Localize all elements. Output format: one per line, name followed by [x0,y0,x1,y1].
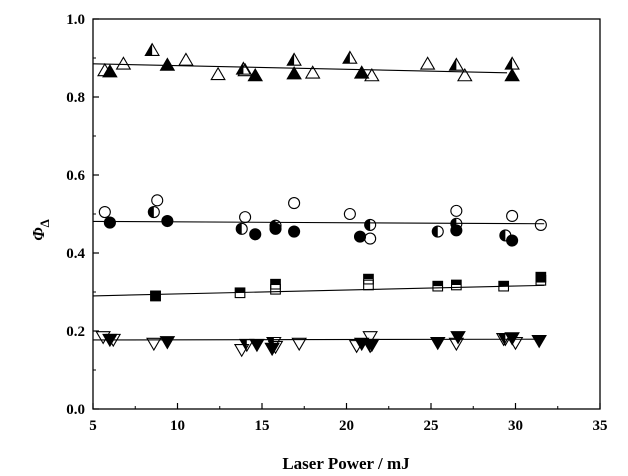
data-point-triangle-up-filled [247,67,264,82]
data-point-triangle-up-half [504,56,520,70]
data-point-triangle-down-filled [531,334,547,349]
data-point-circle-half [235,222,248,235]
y-axis-symbol: Φ [29,227,48,241]
data-point-square-half [234,287,246,299]
data-point-triangle-up-open [304,65,321,79]
y-axis-title: ΦΔ [29,219,52,241]
data-point-circle-filled [249,228,262,241]
ticks-layer: 5 10 15 20 25 30 35 0.0 0.2 0.4 0.6 0.8 1.0 [66,12,607,434]
data-point-triangle-up-half [286,52,302,66]
data-point-circle-open [450,204,463,217]
data-point-triangle-down-filled [504,332,520,346]
data-point-triangle-down-filled [353,337,370,352]
data-point-circle-filled [103,216,116,229]
data-point-square-half [363,273,374,285]
y-tick-label: 0.0 [66,402,85,418]
x-axis-title: Laser Power / mJ [282,454,410,473]
trend-line [93,220,545,225]
data-point-triangle-up-filled [286,66,302,80]
data-point-square-open [363,279,374,291]
y-tick-label: 0.4 [66,246,85,262]
data-point-triangle-up-filled [353,65,370,79]
data-point-triangle-down-filled [102,333,118,348]
x-tick-label: 20 [339,418,354,434]
trend-line [93,284,545,297]
data-point-circle-open [239,211,252,224]
y-tick-label: 0.2 [66,324,85,340]
data-point-triangle-down-open [233,343,250,358]
data-point-triangle-down-open [362,331,378,345]
data-point-triangle-up-open [210,66,226,81]
data-point-triangle-up-open [115,56,132,70]
data-point-circle-open [288,197,301,210]
x-tick-label: 15 [255,418,270,434]
data-point-circle-filled [450,224,463,237]
data-point-triangle-up-open [457,67,473,82]
data-point-circle-filled [288,225,301,238]
data-point-circle-open [343,207,356,221]
data-point-triangle-up-half [448,57,465,71]
data-point-circle-open [98,206,111,219]
data-point-square-half [498,280,510,292]
data-point-circle-open [364,232,377,245]
data-point-triangle-up-half [342,50,358,64]
data-point-triangle-up-open [364,67,380,82]
data-point-triangle-down-open [146,337,162,352]
data-point-triangle-down-half [239,338,255,353]
x-tick-label: 25 [424,418,439,434]
data-point-triangle-up-half [144,42,160,56]
data-point-triangle-up-open [419,56,436,70]
data-point-square-filled [150,290,161,302]
x-tick-label: 10 [170,418,185,434]
data-point-triangle-down-filled [264,342,280,357]
trend-line [93,63,508,74]
data-point-triangle-down-filled [364,338,380,353]
data-point-triangle-down-filled [450,331,466,345]
data-point-triangle-down-filled [429,336,446,351]
x-tick-label: 30 [508,418,523,434]
data-point-triangle-up-filled [102,64,118,78]
data-point-circle-open [506,209,519,222]
svg-text:ΦΔ: ΦΔ [29,219,52,241]
y-tick-label: 0.8 [66,90,85,106]
data-point-square-filled [535,271,547,283]
data-point-circle-half [364,218,377,231]
data-point-circle-open [151,194,164,207]
data-point-circle-open [534,218,547,231]
data-point-triangle-down-filled [249,338,265,353]
data-point-square-half [270,278,281,290]
data-point-circle-filled [353,230,367,243]
x-tick-label: 5 [89,418,97,434]
data-point-triangle-up-filled [504,67,520,82]
data-point-circle-half [431,225,444,238]
data-point-triangle-up-open [178,52,194,66]
y-tick-label: 0.6 [66,168,85,184]
data-point-triangle-up-half [235,61,252,75]
data-point-triangle-down-filled [159,336,176,350]
x-tick-label: 35 [593,418,608,434]
data-point-square-half [432,280,444,292]
data-point-circle-half [147,206,160,219]
data-point-triangle-down-open [291,337,307,352]
data-point-circle-filled [506,234,519,247]
data-point-circle-filled [269,222,282,235]
data-point-square-half [450,279,462,291]
data-point-triangle-up-filled [159,57,176,71]
data-point-circle-filled [161,214,174,228]
y-axis-subscript: Δ [37,219,52,227]
marker-layer [95,42,547,358]
y-tick-label: 1.0 [66,12,85,28]
